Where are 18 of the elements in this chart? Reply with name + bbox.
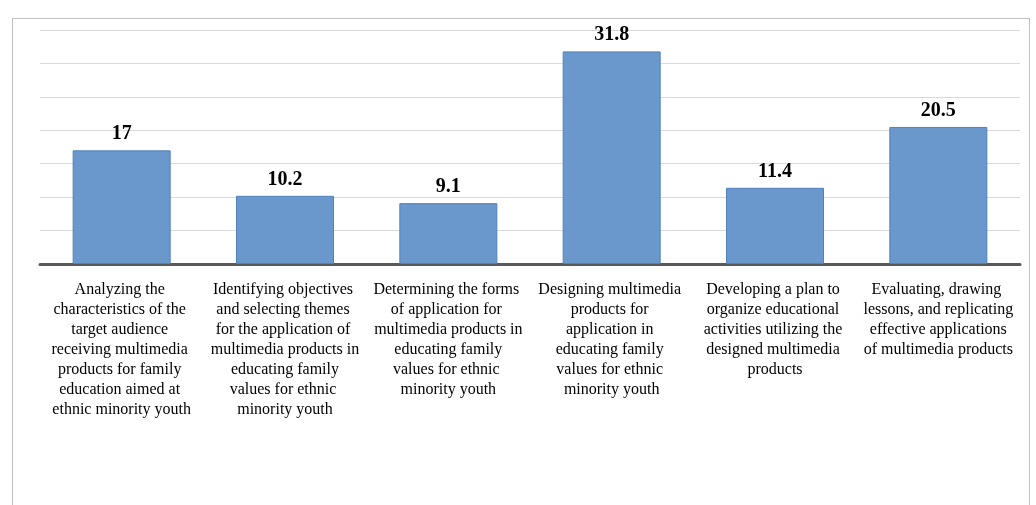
x-tick-label: Designing multimedia products for application in educating family values for ethnic minority youth [538, 279, 685, 398]
bar [562, 51, 661, 264]
x-tick-label: Developing a plan to organize educational activities utilizing the designed multimedia products [703, 279, 847, 378]
data-label: 9.1 [435, 174, 461, 197]
data-label: 11.4 [758, 158, 792, 181]
bar [726, 187, 824, 264]
data-label: 17 [111, 121, 132, 144]
x-tick-label: Determining the forms of application for multimedia products in educating family values for ethnic minority youth [373, 279, 524, 398]
bar [236, 195, 334, 264]
x-tick-label: Evaluating, drawing lessons, and replicating effective applications of multimedia products [863, 279, 1014, 358]
bar [889, 126, 988, 264]
x-tick-label: Analyzing the characteristics of the target audience receiving multimedia products for family education aimed at ethnic minority youth [51, 279, 192, 418]
x-tick-label: Identifying objectives and selecting themes for the application of multimedia products in educating family values for ethnic minority youth [210, 279, 360, 418]
data-label: 20.5 [920, 97, 956, 120]
data-label: 31.8 [594, 22, 630, 45]
bar [399, 203, 498, 264]
bar [72, 150, 171, 264]
data-label: 10.2 [267, 166, 303, 189]
